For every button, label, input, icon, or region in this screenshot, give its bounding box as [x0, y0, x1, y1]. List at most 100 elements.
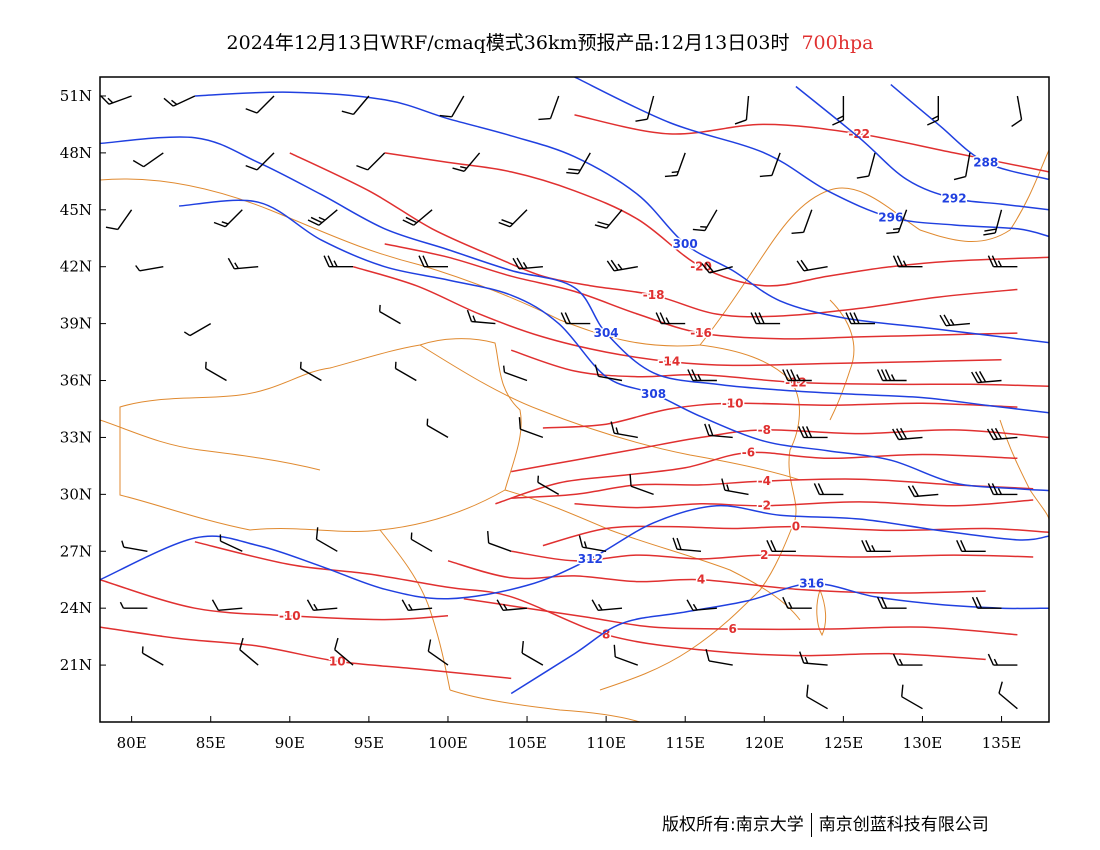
wind-barb [205, 361, 227, 382]
y-tick-label: 42N [60, 258, 92, 276]
wind-barb [813, 483, 844, 496]
wind-barb [886, 209, 908, 234]
temperature-contour [511, 429, 1049, 473]
wind-barb [613, 644, 639, 666]
height-contour [179, 199, 1049, 492]
temperature-contour-label: -16 [690, 326, 712, 340]
wind-barb [211, 599, 243, 611]
wind-barb [987, 255, 1018, 268]
wind-barb [518, 417, 544, 439]
pressure-level-label: 700hpa [801, 32, 874, 54]
wind-barb [672, 537, 702, 552]
height-contour [100, 136, 1049, 414]
temperature-contour-label: -12 [785, 375, 807, 389]
wind-barb [323, 255, 354, 268]
y-tick-label: 51N [60, 87, 92, 105]
x-tick-label: 125E [824, 734, 864, 752]
wind-barb [227, 257, 259, 270]
wind-barb [119, 601, 148, 609]
wind-barb [121, 540, 148, 552]
wind-barb [876, 596, 907, 609]
wind-barb [983, 209, 1003, 236]
wind-barb [141, 646, 164, 666]
height-contour-label: 300 [673, 237, 698, 251]
x-tick-label: 115E [665, 734, 705, 752]
wind-barb [971, 596, 1002, 609]
wind-barb [578, 535, 607, 552]
height-contour-label: 288 [973, 155, 998, 169]
x-tick-label: 130E [903, 734, 943, 752]
wind-barb [245, 152, 275, 171]
chart-title: 2024年12月13日WRF/cmaq模式36km预报产品:12月13日03时 7… [0, 28, 1100, 55]
wind-barb [502, 365, 528, 382]
temperature-contour-label: -18 [643, 288, 665, 302]
wind-barb [315, 527, 338, 552]
temperature-contour [447, 560, 986, 594]
temperature-contour [100, 626, 512, 680]
temperature-contour-label: -14 [659, 355, 681, 369]
coastline [599, 344, 800, 691]
temperature-contour-label: -4 [758, 474, 771, 488]
province-boundary-central [419, 344, 801, 481]
wind-barb [876, 369, 907, 382]
height-contour-label: 308 [641, 387, 666, 401]
wind-barb [782, 369, 812, 382]
wind-barb [594, 209, 623, 229]
wind-barb [806, 684, 828, 710]
wind-barb [496, 599, 528, 611]
temperature-contour [511, 478, 1034, 499]
x-tick-label: 85E [196, 734, 226, 752]
wind-barb [379, 304, 401, 325]
wind-barb [245, 95, 275, 114]
temperature-contour-label: -10 [279, 609, 301, 623]
wind-barb [538, 95, 560, 121]
wind-barb [664, 152, 686, 178]
wind-barb [452, 152, 481, 172]
wind-barb [135, 265, 164, 272]
wind-barb [356, 152, 386, 171]
temperature-contour-label: 10 [329, 654, 346, 668]
northeast-boundary [699, 149, 1049, 346]
height-contour-label: 296 [878, 210, 903, 224]
wind-barb [606, 259, 638, 272]
wind-barb [427, 639, 449, 666]
wind-barb [998, 681, 1018, 710]
wind-barb [537, 475, 560, 496]
wind-barb [239, 637, 259, 666]
height-contour [100, 504, 1049, 600]
wind-barb [105, 209, 133, 231]
wind-barb [832, 96, 845, 126]
korea-boundary [829, 299, 855, 421]
temperature-contour-label: 8 [602, 628, 610, 642]
wind-barb [971, 371, 1002, 384]
wind-barb [901, 684, 923, 710]
wind-barb [560, 312, 591, 325]
wind-barb [987, 483, 1018, 496]
y-tick-label: 24N [60, 599, 92, 617]
temperature-contour-label: 4 [697, 573, 705, 587]
height-contour [510, 582, 1049, 695]
wind-barbs [100, 95, 1023, 710]
wind-barb [591, 599, 623, 611]
wind-barb [686, 599, 717, 611]
wind-barb [521, 641, 544, 666]
indochina-boundary [449, 689, 641, 722]
wind-barb [213, 209, 243, 228]
company-text: 南京创蓝科技有限公司 [818, 815, 989, 835]
height-contour-label: 312 [578, 552, 603, 566]
height-contour [890, 84, 1049, 181]
temperature-contour-label: 6 [728, 622, 736, 636]
y-tick-label: 27N [60, 542, 92, 560]
wind-barb [845, 312, 875, 325]
wind-barb [299, 361, 322, 382]
wind-barb [796, 259, 828, 272]
plot-area: -22-20-18-16-14-12-10-8-6-4-202468-1010 … [100, 77, 1049, 722]
province-boundary-north [100, 178, 701, 347]
wind-barb [610, 421, 638, 439]
taiwan-boundary [816, 588, 827, 637]
temperature-contour [289, 152, 1018, 318]
wind-barb [629, 474, 654, 496]
y-tick-label: 45N [60, 201, 92, 219]
temperature-contour [100, 578, 449, 621]
